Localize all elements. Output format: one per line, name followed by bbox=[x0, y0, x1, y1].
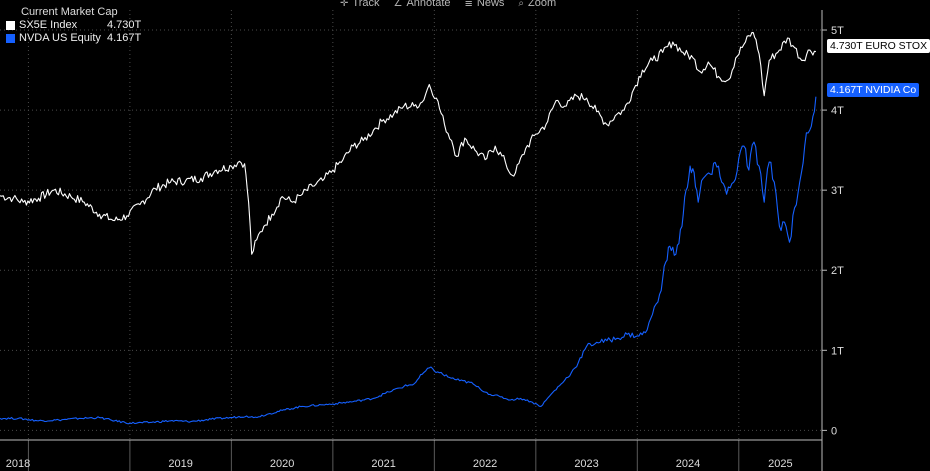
pencil-icon: ∠ bbox=[393, 0, 403, 9]
track-tool[interactable]: ✛ Track bbox=[340, 0, 379, 9]
news-tool[interactable]: ≣ News bbox=[465, 0, 505, 9]
x-tick-label: 2024 bbox=[676, 458, 700, 470]
last-value-tag-sx5e: 4.730T EURO STOX bbox=[827, 39, 930, 53]
y-tick-label: 0 bbox=[831, 425, 837, 437]
y-tick-label: 4T bbox=[831, 105, 844, 117]
x-tick-label: 2020 bbox=[270, 458, 294, 470]
legend-name-nvda: NVDA US Equity bbox=[19, 32, 101, 44]
last-value-tag-nvda: 4.167T NVIDIA Co bbox=[827, 83, 920, 97]
crosshair-icon: ✛ bbox=[340, 0, 349, 9]
track-label: Track bbox=[352, 0, 380, 9]
y-tick-label: 3T bbox=[831, 185, 844, 197]
news-label: News bbox=[476, 0, 505, 9]
x-tick-label: 2023 bbox=[574, 458, 598, 470]
y-tick-label: 2T bbox=[831, 265, 844, 277]
x-tick-label: 2018 bbox=[6, 458, 30, 470]
x-tick-label: 2019 bbox=[168, 458, 192, 470]
series-lines bbox=[0, 31, 817, 425]
magnifier-icon: ⌕ bbox=[518, 0, 525, 9]
series-line-nvda bbox=[0, 96, 817, 425]
nvda-swatch bbox=[6, 34, 15, 43]
x-tick-label: 2022 bbox=[473, 458, 497, 470]
legend-entry-sx5e[interactable]: SX5E Index 4.730T bbox=[6, 19, 141, 32]
zoom-label: Zoom bbox=[528, 0, 557, 9]
x-tick-label: 2025 bbox=[768, 458, 792, 470]
zoom-tool[interactable]: ⌕ Zoom bbox=[518, 0, 556, 9]
series-line-sx5e bbox=[0, 31, 817, 255]
legend-entry-nvda[interactable]: NVDA US Equity 4.167T bbox=[6, 32, 141, 45]
legend-value-nvda: 4.167T bbox=[107, 32, 142, 44]
annotate-tool[interactable]: ∠ Annotate bbox=[393, 0, 450, 9]
chart-toolbar: ✛ Track ∠ Annotate ≣ News ⌕ Zoom bbox=[340, 0, 556, 9]
annotate-label: Annotate bbox=[406, 0, 451, 9]
y-tick-label: 1T bbox=[831, 345, 844, 357]
chart-legend: Current Market Cap SX5E Index 4.730T NVD… bbox=[6, 6, 141, 45]
axes: 0 1T 2T 3T 4T 5T 2018 2019 2020 2021 2022 2023 2024 2… bbox=[0, 10, 844, 471]
y-tick-label: 5T bbox=[831, 25, 844, 37]
legend-value-sx5e: 4.730T bbox=[107, 19, 142, 31]
grid bbox=[0, 10, 822, 440]
x-tick-label: 2021 bbox=[371, 458, 395, 470]
news-icon: ≣ bbox=[464, 0, 473, 9]
legend-title: Current Market Cap bbox=[21, 6, 118, 18]
legend-name-sx5e: SX5E Index bbox=[19, 19, 78, 31]
sx5e-swatch bbox=[6, 21, 15, 30]
